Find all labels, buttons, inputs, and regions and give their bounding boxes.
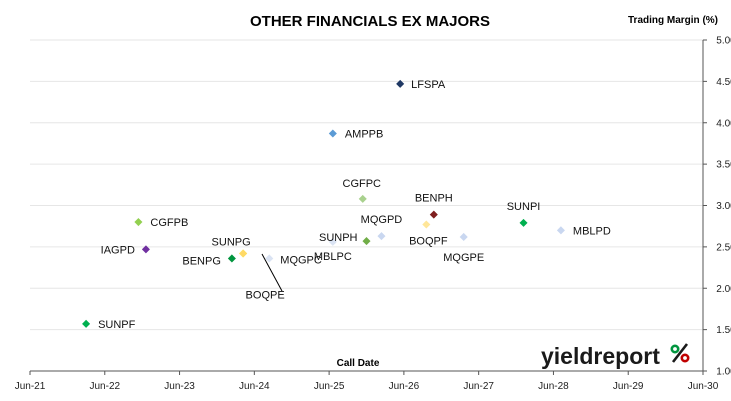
- point-amppb: [328, 129, 337, 138]
- label-sunpf: SUNPF: [98, 319, 136, 331]
- yieldreport-logo: yieldreport: [541, 343, 690, 369]
- y-tick-label: 3.50: [716, 160, 731, 171]
- point-cgfpc: [358, 194, 367, 203]
- x-axis-title: Call Date: [337, 358, 380, 369]
- label-benph: BENPH: [415, 193, 453, 205]
- x-tick-label: Jun-21: [15, 381, 46, 392]
- x-tick-label: Jun-24: [239, 381, 270, 392]
- x-axis-ticks: Jun-21 Jun-22 Jun-23 Jun-24 Jun-25 Jun-26 Jun-…: [15, 371, 719, 392]
- label-cgfpb: CGFPB: [150, 217, 188, 229]
- point-iagpd: [141, 245, 150, 254]
- y-axis-title: Trading Margin (%): [628, 15, 718, 26]
- y-tick-label: 2.50: [716, 242, 731, 253]
- label-lfspa: LFSPA: [411, 79, 446, 91]
- label-boqpf: BOQPF: [409, 236, 448, 248]
- x-tick-label: Jun-26: [389, 381, 420, 392]
- point-sunph: [362, 237, 371, 246]
- x-tick-label: Jun-29: [613, 381, 644, 392]
- x-tick-label: Jun-27: [463, 381, 494, 392]
- label-mblpc: MBLPC: [314, 251, 352, 263]
- y-tick-label: 3.00: [716, 201, 731, 212]
- y-tick-label: 4.00: [716, 118, 731, 129]
- y-tick-label: 4.50: [716, 77, 731, 88]
- label-cgfpc: CGFPC: [343, 178, 382, 190]
- label-benpg: BENPG: [182, 255, 221, 267]
- label-sunph: SUNPH: [319, 232, 358, 244]
- point-mblpc: [328, 237, 337, 246]
- label-boqpe: BOQPE: [246, 289, 285, 301]
- y-tick-label: 5.00: [716, 36, 731, 47]
- point-cgfpb: [134, 218, 143, 227]
- data-points: [82, 79, 565, 328]
- label-mblpd: MBLPD: [573, 225, 611, 237]
- x-tick-label: Jun-30: [688, 381, 719, 392]
- point-sunpi: [519, 218, 528, 227]
- x-tick-label: Jun-28: [538, 381, 569, 392]
- x-tick-label: Jun-23: [164, 381, 195, 392]
- label-mqgpd: MQGPD: [361, 214, 403, 226]
- boqpe-leader-line: [261, 253, 283, 292]
- label-iagpd: IAGPD: [101, 244, 135, 256]
- point-benph: [429, 210, 438, 219]
- logo-wordmark: yieldreport: [541, 343, 660, 369]
- x-tick-label: Jun-25: [314, 381, 345, 392]
- point-mqgpc: [265, 254, 274, 263]
- chart-title: OTHER FINANCIALS EX MAJORS: [250, 13, 490, 30]
- percent-slash: [671, 343, 689, 363]
- x-tick-label: Jun-22: [89, 381, 120, 392]
- percent-logo-icon: [670, 343, 690, 363]
- label-mqgpe: MQGPE: [443, 252, 484, 264]
- point-mqgpe: [459, 232, 468, 241]
- y-tick-label: 1.50: [716, 325, 731, 336]
- label-sunpi: SUNPI: [507, 201, 541, 213]
- label-sunpg: SUNPG: [212, 236, 251, 248]
- y-tick-label: 1.00: [716, 367, 731, 378]
- label-mqgpc: MQGPC: [280, 254, 322, 266]
- label-amppb: AMPPB: [345, 129, 384, 141]
- point-boqpe: [239, 249, 248, 258]
- point-mqgpd: [377, 232, 386, 241]
- point-sunpf: [82, 319, 91, 328]
- logo-text: yieldreport: [541, 343, 660, 369]
- point-boqpf: [422, 220, 431, 229]
- point-mblpd: [556, 226, 565, 235]
- percent-top-circle: [670, 344, 680, 354]
- y-axis-ticks: 1.00 1.50 2.00 2.50 3.00 3.50 4.00 4.50 5.00: [703, 36, 731, 378]
- gridlines: [30, 39, 703, 331]
- point-benpg: [227, 254, 236, 263]
- point-labels: SUNPF IAGPD CGFPB BENPG SUNPG BOQPE MQGPCMBLPC…: [98, 79, 611, 331]
- point-lfspa: [396, 79, 405, 88]
- percent-bottom-circle: [680, 353, 690, 363]
- y-tick-label: 2.00: [716, 284, 731, 295]
